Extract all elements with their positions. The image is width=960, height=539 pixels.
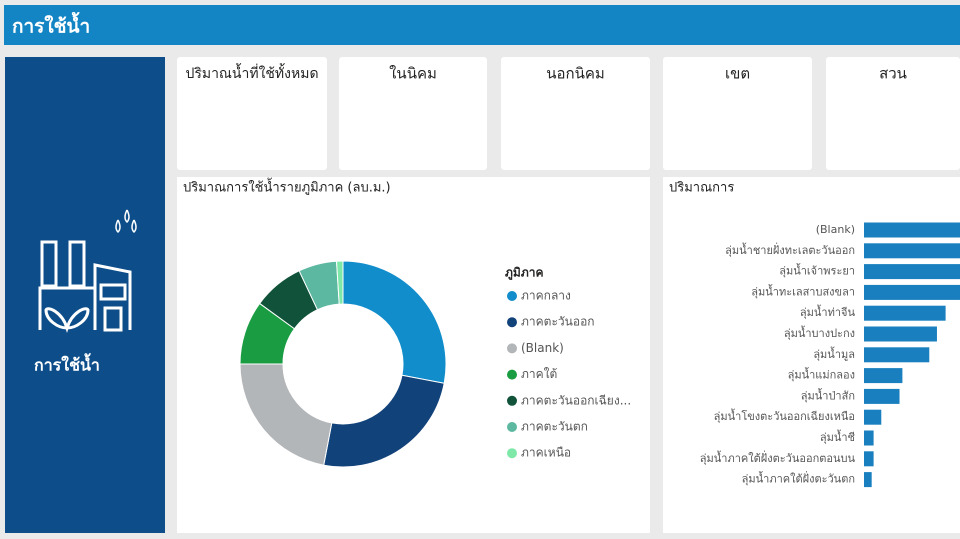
- y-tick-label: ลุ่มน้ำมูล: [813, 346, 855, 361]
- sidebar: [5, 57, 165, 533]
- donut-slice: [335, 260, 344, 305]
- chart-title: ปริมาณการใช้น้ำรายภูมิภาค (ลบ.ม.): [183, 178, 391, 196]
- y-tick-label: ลุ่มน้ำเจ้าพระยา: [779, 263, 855, 278]
- header-title: การใช้น้ำ: [12, 12, 90, 38]
- kpi-card: [501, 57, 650, 170]
- legend-marker: [507, 291, 517, 301]
- bar: [864, 264, 960, 280]
- y-tick-label: ลุ่มน้ำบางปะกง: [784, 325, 855, 340]
- legend-label: ภาคตะวันออกเฉียง...: [521, 393, 631, 407]
- bar: [864, 451, 874, 467]
- donut-slice: [342, 260, 447, 384]
- bar: [864, 472, 872, 488]
- bar: [864, 347, 930, 363]
- bar: [864, 284, 960, 300]
- y-tick-label: ลุ่มน้ำป่าสัก: [801, 387, 855, 402]
- kpi-card-title: นอกนิคม: [546, 65, 605, 83]
- chart-title: ปริมาณการ: [669, 181, 734, 196]
- y-tick-label: (Blank): [816, 223, 855, 236]
- kpi-card-title: เขต: [725, 65, 750, 83]
- legend-marker: [507, 343, 517, 354]
- legend-label: (Blank): [521, 341, 564, 355]
- legend-marker: [507, 369, 517, 380]
- bar: [864, 430, 874, 446]
- factory-icon: [38, 209, 137, 334]
- bar: [864, 222, 960, 238]
- bar: [864, 409, 882, 425]
- y-tick-label: ลุ่มน้ำภาคใต้ฝั่งตะวันตก: [742, 471, 855, 486]
- legend-marker: [507, 395, 517, 406]
- bar: [864, 243, 960, 259]
- kpi-card-title: ปริมาณน้ำที่ใช้ทั้งหมด: [185, 63, 318, 82]
- y-tick-label: ลุ่มน้ำชายฝั่งทะเลตะวันออก: [725, 242, 855, 257]
- legend-label: ภาคตะวันออก: [521, 315, 595, 329]
- legend-label: ภาคใต้: [521, 367, 557, 381]
- kpi-card: [177, 57, 327, 170]
- y-tick-label: ลุ่มน้ำโขงตะวันออกเฉียงเหนือ: [714, 408, 855, 423]
- legend-marker: [507, 317, 517, 328]
- legend-title: ภูมิภาค: [505, 266, 544, 281]
- kpi-card-title: ในนิคม: [389, 65, 437, 83]
- legend-marker: [507, 448, 517, 459]
- y-tick-label: ลุ่มน้ำภาคใต้ฝั่งตะวันออกตอนบน: [700, 450, 856, 465]
- sidebar-label: การใช้น้ำ: [34, 353, 100, 375]
- kpi-card-title: สวน: [879, 65, 907, 83]
- y-tick-label: ลุ่มน้ำท่าจีน: [800, 304, 856, 319]
- kpi-card: [826, 57, 960, 170]
- kpi-card: [339, 57, 487, 170]
- header-bar: [4, 5, 960, 45]
- y-tick-label: ลุ่มน้ำทะเลสาบสงขลา: [751, 283, 855, 298]
- bar: [864, 388, 900, 404]
- donut-slice: [323, 374, 445, 468]
- bar: [864, 368, 903, 384]
- y-tick-label: ลุ่มน้ำชี: [820, 429, 855, 444]
- y-tick-label: ลุ่มน้ำแม่กลอง: [788, 367, 855, 382]
- bar: [864, 305, 946, 321]
- legend-label: ภาคตะวันตก: [521, 420, 588, 434]
- legend-label: ภาคกลาง: [521, 289, 571, 303]
- legend-label: ภาคเหนือ: [521, 446, 571, 460]
- bar: [864, 326, 937, 342]
- kpi-card: [663, 57, 812, 170]
- legend-marker: [507, 422, 517, 432]
